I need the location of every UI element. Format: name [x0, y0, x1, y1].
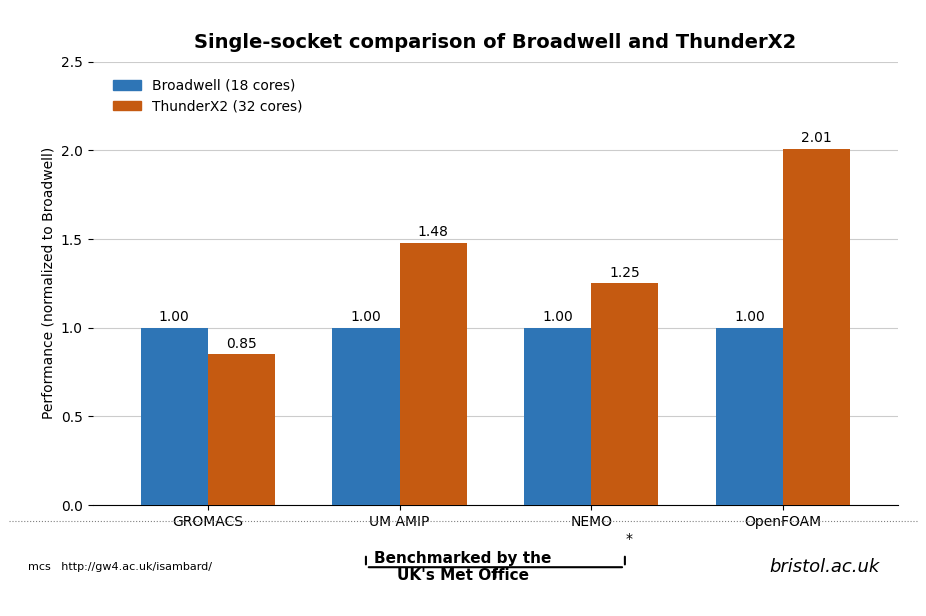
Text: 1.00: 1.00	[158, 310, 190, 324]
Text: bristol.ac.uk: bristol.ac.uk	[770, 557, 880, 576]
Text: Benchmarked by the
UK's Met Office: Benchmarked by the UK's Met Office	[374, 551, 552, 583]
Text: 1.25: 1.25	[609, 266, 640, 280]
Bar	[783, 148, 850, 505]
Bar	[207, 354, 275, 505]
Text: 0.85: 0.85	[226, 337, 257, 351]
Text: 1.00: 1.00	[543, 310, 573, 324]
Text: *: *	[626, 532, 632, 546]
Text: 1.00: 1.00	[351, 310, 382, 324]
Bar	[592, 283, 658, 505]
Bar	[332, 328, 399, 505]
Text: 1.00: 1.00	[734, 310, 765, 324]
Bar	[141, 328, 207, 505]
Text: 1.48: 1.48	[418, 225, 448, 239]
Y-axis label: Performance (normalized to Broadwell): Performance (normalized to Broadwell)	[42, 147, 56, 419]
Title: Single-socket comparison of Broadwell and ThunderX2: Single-socket comparison of Broadwell an…	[194, 33, 796, 52]
Text: mcs   http://gw4.ac.uk/isambard/: mcs http://gw4.ac.uk/isambard/	[28, 562, 212, 572]
Bar	[716, 328, 783, 505]
Text: 2.01: 2.01	[801, 131, 832, 145]
Bar	[524, 328, 592, 505]
Legend: Broadwell (18 cores), ThunderX2 (32 cores): Broadwell (18 cores), ThunderX2 (32 core…	[107, 73, 308, 119]
Bar	[399, 243, 467, 505]
